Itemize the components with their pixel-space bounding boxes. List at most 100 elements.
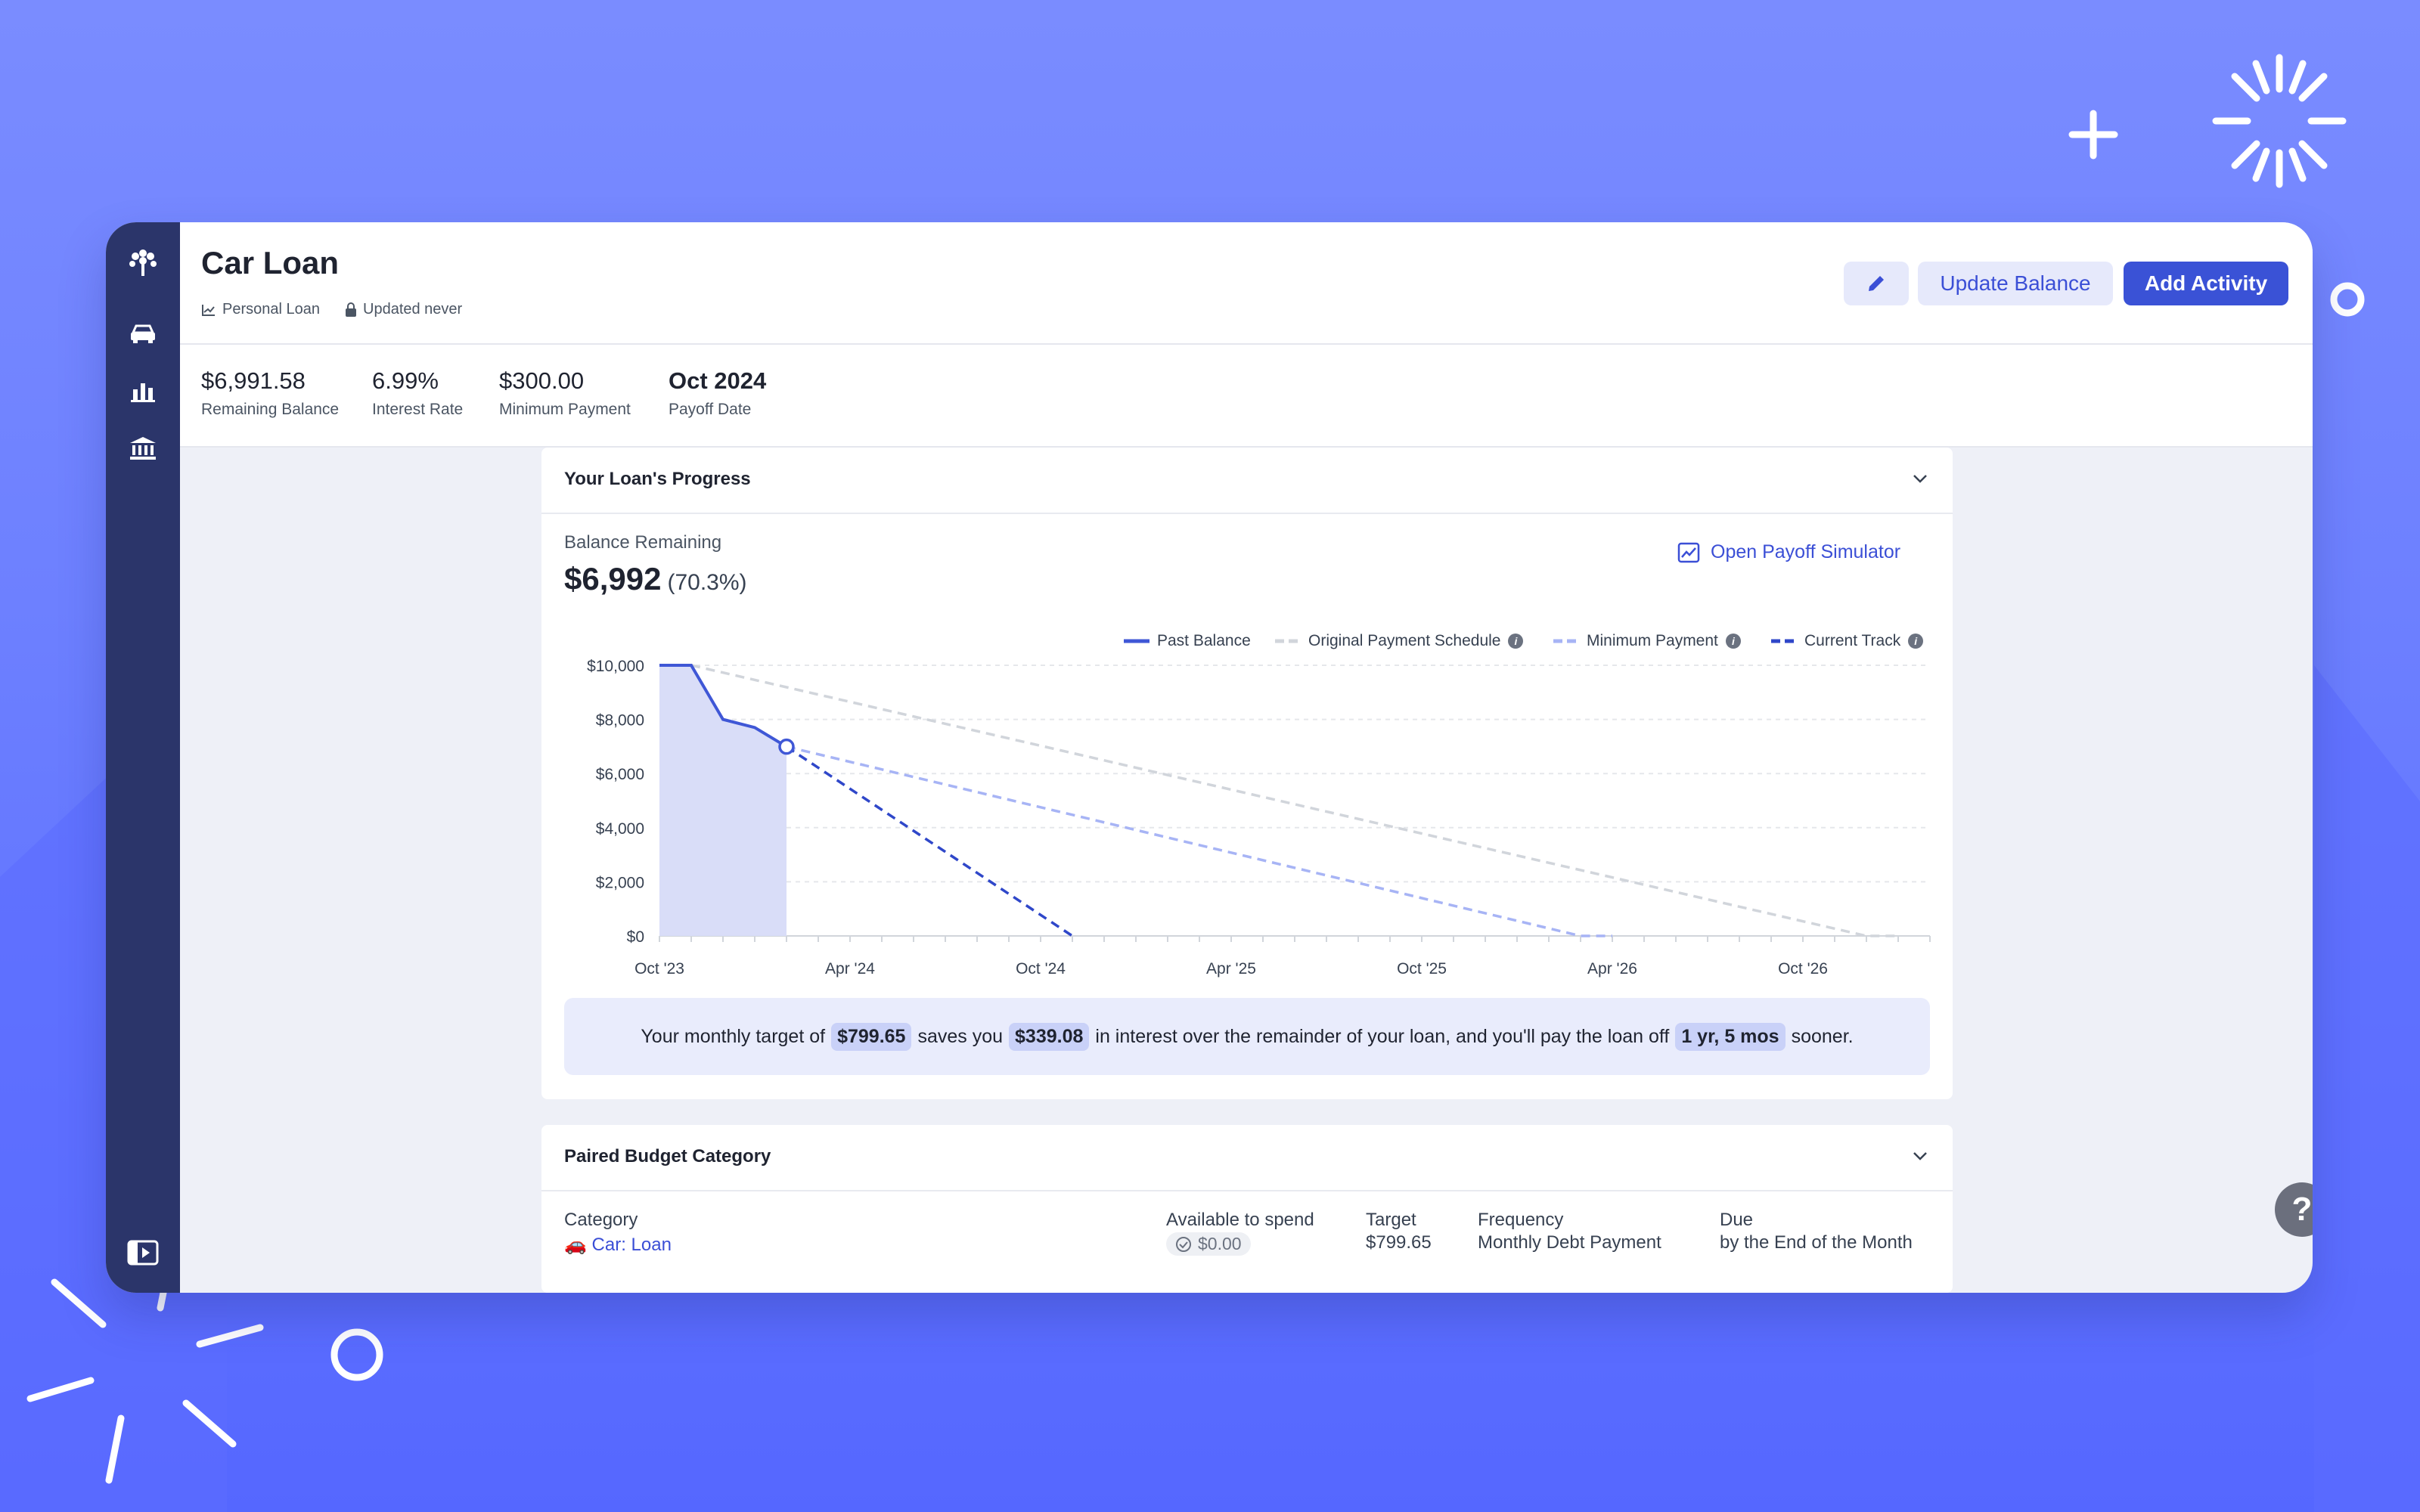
stat-value: $6,991.58 — [201, 367, 306, 394]
card-header[interactable]: Paired Budget Category — [541, 1125, 1953, 1191]
loan-progress-card: Your Loan's Progress Balance Remaining $… — [541, 448, 1953, 1099]
frequency-value: Monthly Debt Payment — [1478, 1232, 1661, 1253]
y-tick-label: $0 — [627, 928, 644, 946]
savings-callout: Your monthly target of $799.65 saves you… — [564, 998, 1930, 1075]
legend-swatch-dashed — [1275, 639, 1301, 643]
callout-text: in interest over the remainder of your l… — [1095, 1025, 1670, 1047]
original-schedule-line — [690, 664, 1898, 937]
time-savings-chip: 1 yr, 5 mos — [1675, 1022, 1786, 1051]
paired-budget-card: Paired Budget Category Category 🚗 Car: L… — [541, 1125, 1953, 1293]
target-value: $799.65 — [1366, 1232, 1432, 1253]
loan-progress-chart: $10,000 $8,000 $6,000 $4,000 $2,000 $0 Oct '23… — [587, 658, 1931, 978]
payoff-simulator-link[interactable]: Open Payoff Simulator — [1677, 541, 1900, 563]
tree-icon[interactable] — [126, 245, 160, 280]
y-tick-label: $4,000 — [596, 820, 644, 838]
callout-text: sooner. — [1791, 1025, 1854, 1047]
loan-stats: $6,991.58 Remaining Balance 6.99% Intere… — [180, 345, 2313, 448]
pencil-icon — [1869, 276, 1884, 291]
stat-label: Payoff Date — [669, 401, 752, 418]
stat-label: Remaining Balance — [201, 401, 340, 418]
bank-icon[interactable] — [126, 431, 160, 466]
y-tick-label: $2,000 — [596, 874, 644, 891]
stat-label: Minimum Payment — [499, 401, 631, 418]
stat-remaining-balance: $6,991.58 Remaining Balance — [201, 367, 339, 419]
line-chart-icon — [202, 304, 215, 316]
stat-interest-rate: 6.99% Interest Rate — [372, 367, 463, 419]
edit-button[interactable] — [1844, 262, 1909, 305]
category-link[interactable]: 🚗 Car: Loan — [564, 1235, 672, 1255]
car-icon[interactable] — [126, 316, 160, 351]
legend-label: Minimum Payment — [1587, 632, 1718, 649]
stat-value: $300.00 — [499, 367, 585, 394]
legend-minimum-payment: Minimum Payment i — [1553, 632, 1741, 650]
loan-type-label: Personal Loan — [222, 301, 320, 318]
legend-swatch-dashed — [1553, 639, 1579, 643]
category-label: Category — [564, 1210, 638, 1230]
legend-original-schedule: Original Payment Schedule i — [1275, 632, 1524, 650]
y-tick-label: $10,000 — [587, 658, 644, 675]
past-balance-area — [659, 665, 786, 936]
x-tick-label: Oct '23 — [634, 960, 684, 978]
update-balance-button[interactable]: Update Balance — [1918, 262, 2113, 305]
help-icon: ? — [2291, 1191, 2313, 1228]
legend-past-balance: Past Balance — [1124, 632, 1251, 650]
legend-label: Past Balance — [1157, 632, 1251, 649]
monthly-target-chip: $799.65 — [831, 1022, 912, 1051]
x-tick-label: Apr '24 — [825, 960, 875, 978]
check-circle-icon — [1176, 1236, 1191, 1252]
info-icon[interactable]: i — [1725, 634, 1741, 649]
lock-icon — [346, 302, 356, 317]
x-tick-label: Oct '25 — [1397, 960, 1447, 978]
sidebar-toggle-icon[interactable] — [126, 1235, 160, 1270]
available-label: Available to spend — [1166, 1210, 1314, 1230]
y-tick-label: $6,000 — [596, 766, 644, 783]
stat-label: Interest Rate — [372, 401, 464, 418]
sidebar — [106, 222, 180, 1293]
chart-image-icon — [1677, 542, 1700, 562]
page-title: Car Loan — [201, 245, 340, 280]
card-header[interactable]: Your Loan's Progress — [541, 448, 1953, 514]
help-button[interactable]: ? — [2275, 1182, 2313, 1237]
target-label: Target — [1366, 1210, 1416, 1230]
info-icon[interactable]: i — [1508, 634, 1524, 649]
x-tick-label: Apr '26 — [1587, 960, 1637, 978]
sun-icon — [2212, 54, 2347, 188]
main-content: Car Loan Personal Loan Updated never Upd… — [180, 222, 2313, 1293]
stat-value: 6.99% — [372, 367, 439, 394]
stat-value: Oct 2024 — [669, 367, 767, 394]
balance-label: Balance Remaining — [564, 532, 722, 553]
info-icon[interactable]: i — [1908, 634, 1924, 649]
bar-chart-icon[interactable] — [126, 373, 160, 408]
balance-summary: $6,992 (70.3%) — [564, 561, 747, 597]
callout-text: Your monthly target of — [641, 1025, 826, 1047]
card-title: Paired Budget Category — [564, 1146, 771, 1167]
card-title: Your Loan's Progress — [564, 469, 751, 489]
x-tick-label: Apr '25 — [1206, 960, 1256, 978]
available-value: $0.00 — [1198, 1234, 1242, 1253]
x-tick-label: Oct '24 — [1016, 960, 1066, 978]
past-balance-line — [659, 664, 788, 748]
minimum-payment-line — [786, 745, 1612, 937]
legend-swatch-dashed — [1771, 639, 1797, 643]
legend-label: Current Track — [1804, 632, 1901, 649]
x-tick-label: Oct '26 — [1778, 960, 1828, 978]
legend-label: Original Payment Schedule — [1308, 632, 1501, 649]
updated-status: Updated never — [345, 301, 462, 318]
balance-percent: (70.3%) — [667, 570, 747, 595]
interest-savings-chip: $339.08 — [1009, 1022, 1090, 1051]
current-balance-marker — [778, 738, 795, 755]
add-activity-button[interactable]: Add Activity — [2124, 262, 2288, 305]
chevron-down-icon[interactable] — [1910, 469, 1930, 488]
current-track-line — [786, 745, 1073, 937]
y-tick-label: $8,000 — [596, 712, 644, 730]
balance-value: $6,992 — [564, 561, 662, 596]
due-label: Due — [1720, 1210, 1754, 1230]
chevron-down-icon[interactable] — [1910, 1146, 1930, 1166]
callout-text: saves you — [917, 1025, 1004, 1047]
legend-current-track: Current Track i — [1771, 632, 1924, 650]
available-pill: $0.00 — [1166, 1232, 1251, 1256]
stat-minimum-payment: $300.00 Minimum Payment — [499, 367, 631, 419]
due-value: by the End of the Month — [1720, 1232, 1913, 1253]
loan-type: Personal Loan — [201, 301, 320, 318]
stat-payoff-date: Oct 2024 Payoff Date — [669, 367, 766, 419]
